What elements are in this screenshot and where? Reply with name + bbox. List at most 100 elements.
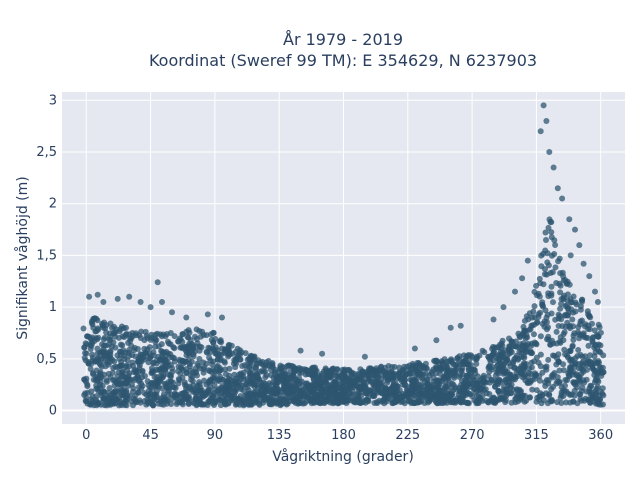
data-point	[545, 293, 552, 300]
data-point	[130, 385, 137, 392]
data-point	[475, 393, 482, 400]
data-point	[362, 399, 369, 406]
data-point	[443, 399, 450, 406]
data-point	[359, 368, 366, 375]
data-point	[437, 367, 444, 373]
data-point	[575, 347, 582, 353]
data-point	[365, 378, 372, 385]
data-point	[375, 380, 382, 387]
data-point	[263, 385, 270, 392]
data-point	[160, 394, 167, 401]
grid-lines	[62, 92, 625, 424]
data-point	[486, 368, 493, 375]
data-point	[182, 391, 189, 398]
y-tick-label: 2	[49, 197, 57, 212]
data-point	[177, 364, 184, 371]
data-point	[540, 281, 547, 288]
data-point	[600, 401, 606, 408]
data-point	[560, 296, 567, 303]
data-point	[214, 387, 221, 394]
data-point	[206, 378, 213, 385]
data-point	[112, 400, 119, 407]
data-point	[569, 316, 576, 323]
data-point	[150, 368, 157, 375]
data-point	[558, 389, 565, 396]
data-point	[183, 328, 190, 335]
data-point	[109, 356, 116, 363]
data-point	[254, 373, 261, 379]
data-point	[568, 306, 575, 313]
data-point	[213, 351, 220, 357]
data-point	[297, 347, 304, 354]
data-point	[84, 389, 91, 396]
data-point	[242, 401, 249, 408]
data-point	[424, 392, 431, 399]
data-point	[109, 390, 116, 397]
data-point	[83, 350, 90, 357]
data-point	[587, 399, 594, 406]
data-point	[251, 389, 258, 396]
data-point	[567, 392, 574, 398]
data-point	[231, 371, 238, 378]
data-point	[581, 379, 587, 386]
data-point	[571, 379, 578, 386]
data-point	[135, 355, 142, 362]
data-point	[202, 390, 209, 397]
data-point	[508, 399, 515, 406]
data-point	[169, 354, 176, 361]
data-point	[219, 376, 226, 383]
data-point	[486, 391, 493, 397]
data-point	[562, 312, 568, 319]
data-point	[114, 295, 121, 302]
data-point	[90, 315, 97, 322]
data-point	[290, 398, 297, 405]
data-point	[373, 365, 380, 372]
x-tick-label: 225	[395, 428, 420, 443]
data-point	[404, 363, 411, 370]
data-point	[284, 371, 291, 378]
data-point	[201, 377, 208, 384]
data-point	[99, 382, 106, 389]
data-point	[550, 352, 556, 359]
data-point	[192, 370, 199, 376]
data-point	[411, 392, 418, 399]
data-point	[89, 357, 96, 364]
data-point	[117, 326, 124, 333]
data-point	[490, 394, 497, 401]
data-point	[196, 356, 203, 362]
data-point	[239, 363, 246, 369]
data-point	[430, 396, 437, 403]
data-point	[577, 318, 584, 325]
data-point	[543, 363, 550, 370]
data-point	[587, 382, 594, 389]
data-point	[139, 374, 145, 381]
data-point	[468, 366, 474, 372]
data-point	[128, 342, 135, 349]
data-point	[441, 386, 448, 393]
data-point	[407, 388, 413, 395]
data-point	[153, 391, 160, 398]
data-point	[158, 348, 165, 354]
data-point	[384, 377, 391, 384]
data-point	[210, 358, 217, 365]
data-point	[175, 380, 182, 387]
data-point	[94, 350, 101, 357]
y-axis-ticks: 0 0,5 1 1,5 2 2,5 3	[36, 93, 57, 418]
data-point	[356, 374, 363, 381]
data-point	[595, 378, 602, 385]
data-point	[544, 259, 551, 266]
data-point	[113, 326, 120, 333]
data-point	[107, 396, 114, 402]
data-point	[559, 195, 566, 202]
data-point	[436, 377, 443, 384]
data-point	[218, 345, 225, 352]
data-point	[103, 378, 110, 385]
data-point	[543, 118, 550, 124]
data-point	[584, 335, 591, 341]
data-point	[504, 357, 511, 364]
data-point	[570, 323, 577, 330]
data-point	[537, 351, 544, 358]
x-tick-label: 270	[460, 428, 485, 443]
data-point	[579, 296, 586, 303]
data-point	[141, 337, 148, 344]
